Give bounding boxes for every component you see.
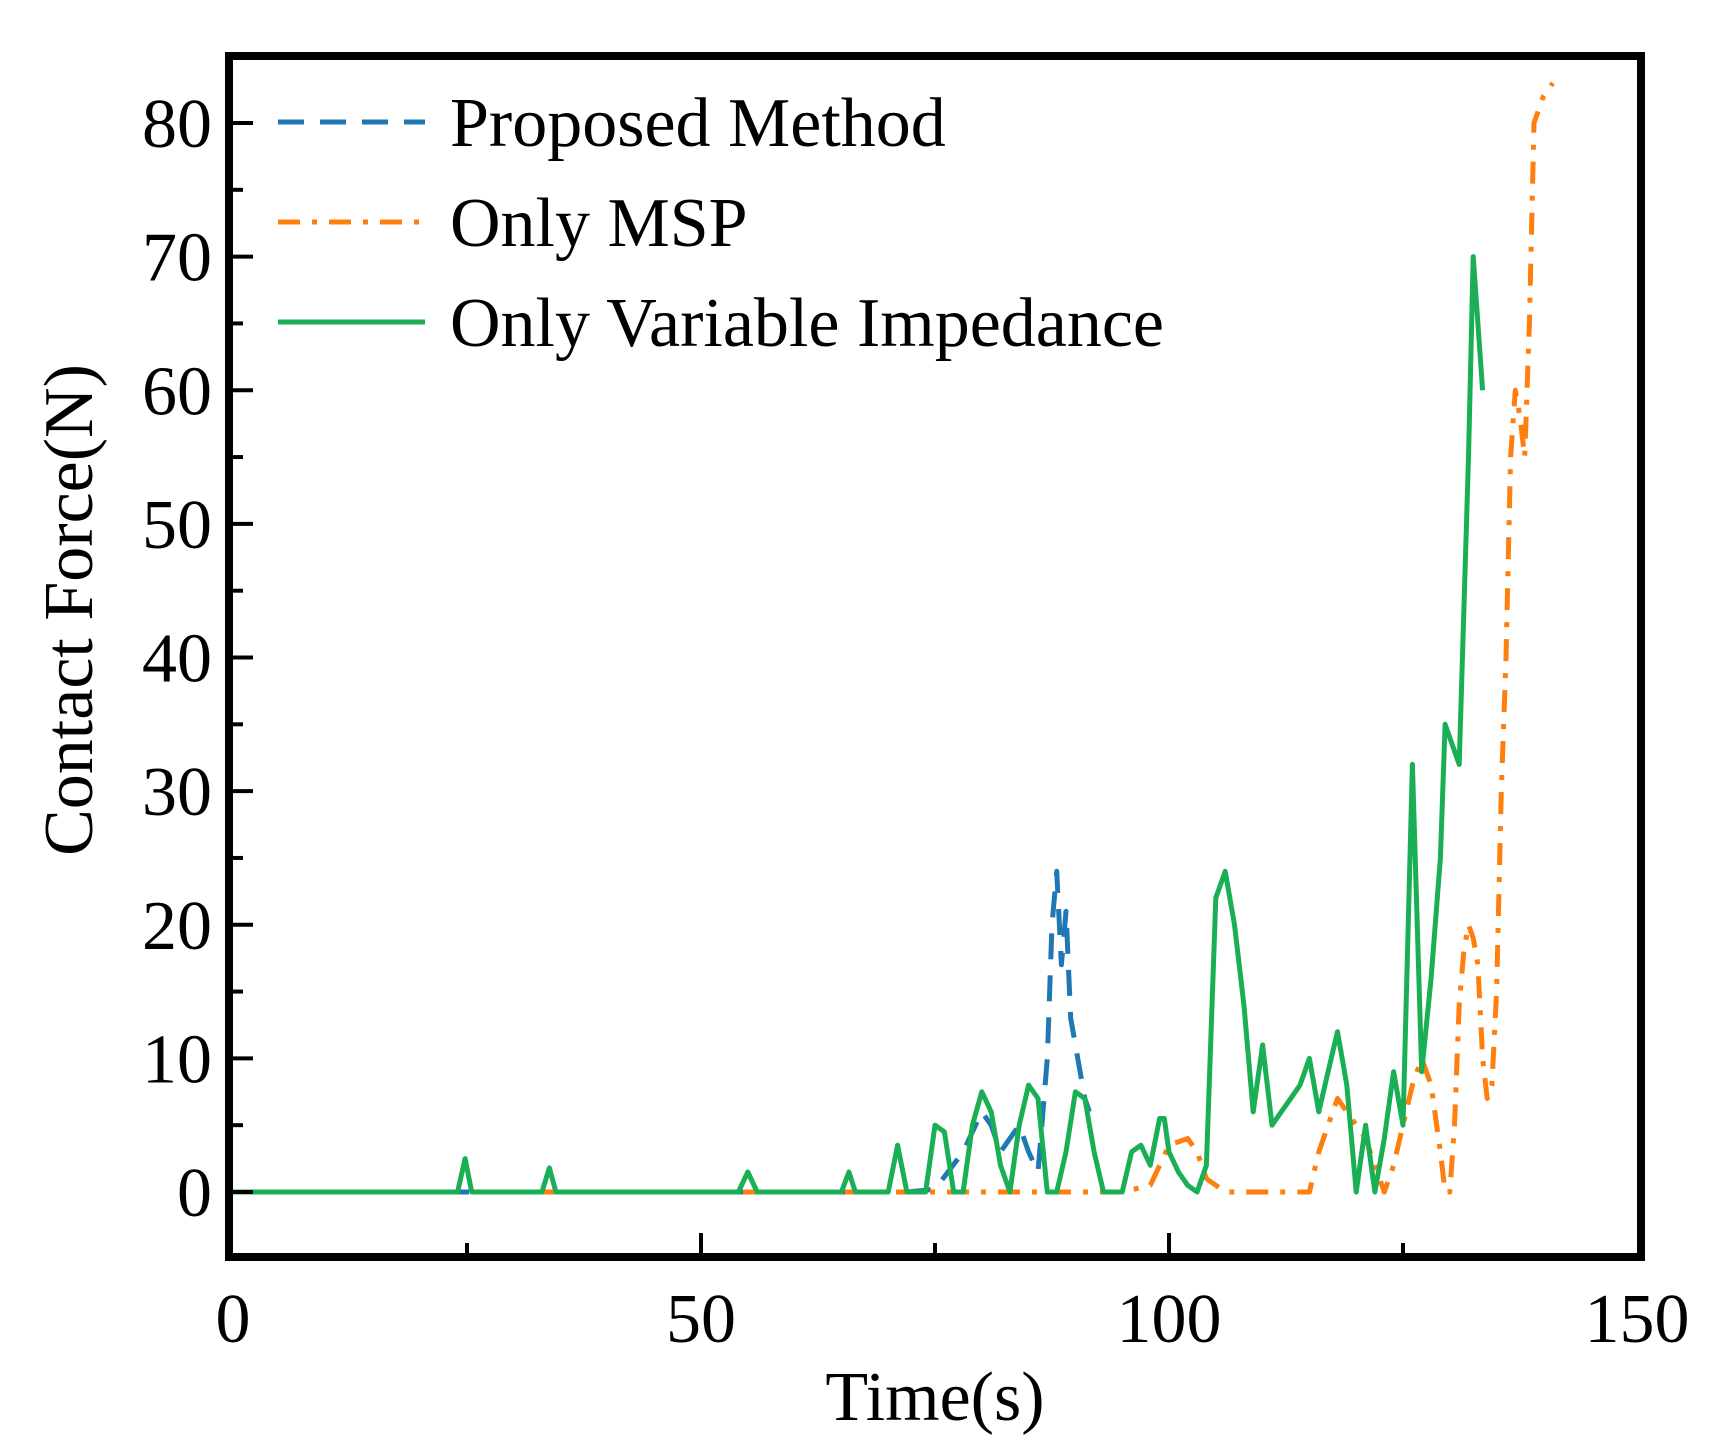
y-tick-label: 50: [142, 487, 212, 564]
ticks-layer: 0 10 20 30 40 50 60 70 80 0 50 100 150: [142, 86, 1690, 1358]
y-tick-label: 60: [142, 353, 212, 430]
x-tick-label: 50: [666, 1281, 736, 1358]
series-line-3: [233, 254, 1486, 1195]
y-tick-label: 70: [142, 220, 212, 297]
y-tick-label: 20: [142, 888, 212, 965]
series-layer: [233, 81, 1555, 1195]
legend-label-1: Proposed Method: [450, 85, 946, 162]
y-tick-label: 10: [142, 1021, 212, 1098]
y-tick-label: 80: [142, 86, 212, 163]
y-tick-label: 0: [177, 1155, 212, 1232]
plot-frame: [225, 52, 1645, 1261]
x-tick-label: 150: [1585, 1281, 1690, 1358]
y-axis-title: Contact Force(N): [31, 364, 108, 856]
y-tick-label: 30: [142, 754, 212, 831]
legend: Proposed Method Only MSP Only Variable Imp…: [278, 85, 1164, 362]
legend-label-2: Only MSP: [450, 185, 748, 262]
legend-label-3: Only Variable Impedance: [450, 285, 1164, 362]
x-tick-label: 0: [216, 1281, 251, 1358]
x-tick-label: 100: [1117, 1281, 1222, 1358]
x-axis-title: Time(s): [825, 1359, 1044, 1436]
y-tick-label: 40: [142, 621, 212, 698]
series-line-2: [233, 81, 1555, 1195]
